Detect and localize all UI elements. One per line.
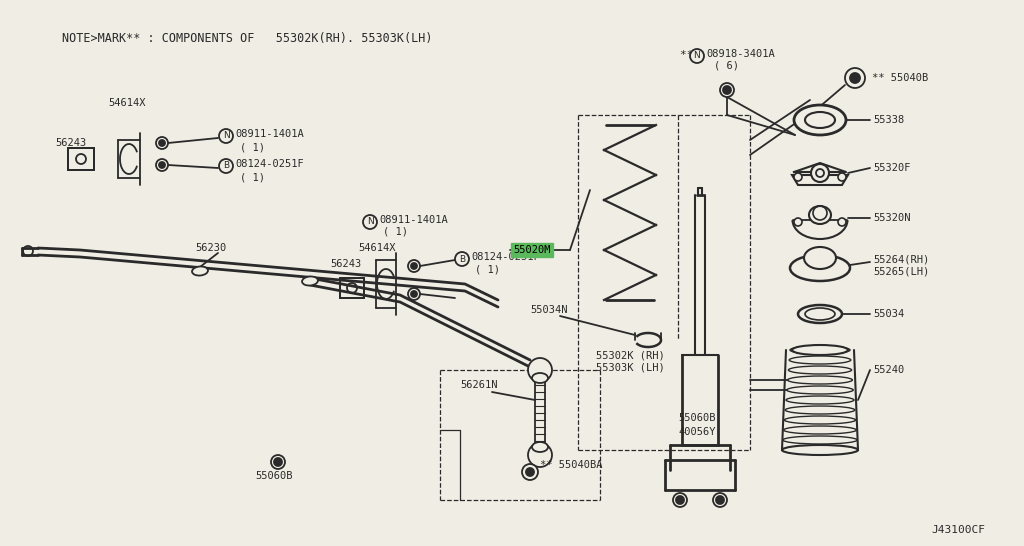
Circle shape [845, 68, 865, 88]
Ellipse shape [809, 206, 831, 224]
Circle shape [411, 291, 417, 297]
Text: N: N [222, 132, 229, 140]
Text: ( 1): ( 1) [240, 172, 265, 182]
Text: N: N [367, 217, 374, 227]
Text: 55320N: 55320N [873, 213, 910, 223]
Ellipse shape [786, 386, 853, 394]
Ellipse shape [302, 276, 318, 286]
Text: 54614X: 54614X [358, 243, 395, 253]
Ellipse shape [532, 442, 548, 452]
Circle shape [156, 137, 168, 149]
Circle shape [159, 140, 165, 146]
Text: 55265(LH): 55265(LH) [873, 266, 929, 276]
Ellipse shape [798, 305, 842, 323]
Ellipse shape [785, 406, 855, 414]
Circle shape [716, 496, 724, 504]
Ellipse shape [790, 346, 850, 354]
Ellipse shape [790, 356, 851, 364]
Circle shape [408, 260, 420, 272]
Circle shape [274, 458, 282, 466]
Text: ( 6): ( 6) [714, 61, 739, 71]
Circle shape [723, 86, 731, 94]
Circle shape [528, 358, 552, 382]
Text: 55302K (RH): 55302K (RH) [596, 351, 665, 361]
Text: ( 1): ( 1) [475, 264, 500, 274]
Text: ** 55040B: ** 55040B [872, 73, 928, 83]
Text: 08911-1401A: 08911-1401A [234, 129, 304, 139]
Text: ** 55040BA: ** 55040BA [540, 460, 602, 470]
Text: NOTE>MARK** : COMPONENTS OF   55302K(RH). 55303K(LH): NOTE>MARK** : COMPONENTS OF 55302K(RH). … [62, 32, 432, 45]
Ellipse shape [805, 112, 835, 128]
Polygon shape [792, 175, 848, 185]
Text: 55060B: 55060B [678, 413, 716, 423]
Text: 55338: 55338 [873, 115, 904, 125]
Circle shape [271, 455, 285, 469]
Ellipse shape [787, 376, 852, 384]
Ellipse shape [783, 426, 856, 434]
Text: 40056Y: 40056Y [678, 427, 716, 437]
Ellipse shape [782, 445, 858, 455]
Circle shape [455, 252, 469, 266]
Text: 55303K (LH): 55303K (LH) [596, 363, 665, 373]
Circle shape [794, 173, 802, 181]
Text: 55060B: 55060B [255, 471, 293, 481]
Circle shape [838, 218, 846, 226]
Ellipse shape [790, 255, 850, 281]
Circle shape [673, 493, 687, 507]
Bar [68, 148, 94, 170]
Ellipse shape [804, 247, 836, 269]
Circle shape [811, 164, 829, 182]
Circle shape [720, 83, 734, 97]
Text: J43100CF: J43100CF [931, 525, 985, 535]
Text: 55320F: 55320F [873, 163, 910, 173]
Ellipse shape [786, 396, 854, 404]
Text: 55034N: 55034N [530, 305, 567, 315]
Ellipse shape [784, 416, 856, 424]
Text: 55020M: 55020M [513, 245, 551, 255]
Text: 08918-3401A: 08918-3401A [706, 49, 775, 59]
Circle shape [838, 173, 846, 181]
Ellipse shape [794, 105, 846, 135]
Text: B: B [459, 254, 465, 264]
Circle shape [522, 464, 538, 480]
Ellipse shape [782, 436, 857, 444]
Circle shape [156, 159, 168, 171]
Text: 08124-0251F: 08124-0251F [471, 252, 540, 262]
Text: N: N [693, 51, 700, 61]
Ellipse shape [532, 373, 548, 383]
Text: 54614X: 54614X [108, 98, 145, 108]
Text: B: B [223, 162, 229, 170]
Text: ( 1): ( 1) [383, 227, 408, 237]
Text: 56243: 56243 [55, 138, 86, 148]
Text: **: ** [680, 50, 700, 60]
Circle shape [408, 288, 420, 300]
Ellipse shape [792, 345, 848, 355]
Circle shape [676, 496, 684, 504]
Text: ( 1): ( 1) [240, 142, 265, 152]
Circle shape [713, 493, 727, 507]
Circle shape [526, 468, 534, 476]
Bar [340, 278, 364, 298]
Circle shape [528, 443, 552, 467]
Text: 08911-1401A: 08911-1401A [379, 215, 447, 225]
Text: 55264(RH): 55264(RH) [873, 254, 929, 264]
Circle shape [159, 162, 165, 168]
Text: 55240: 55240 [873, 365, 904, 375]
Circle shape [794, 218, 802, 226]
Text: 56243: 56243 [330, 259, 361, 269]
Ellipse shape [193, 266, 208, 276]
Text: 55034: 55034 [873, 309, 904, 319]
Ellipse shape [805, 308, 835, 320]
Circle shape [219, 159, 233, 173]
Text: 08124-0251F: 08124-0251F [234, 159, 304, 169]
Circle shape [411, 263, 417, 269]
Circle shape [219, 129, 233, 143]
Text: 56261N: 56261N [460, 380, 498, 390]
Circle shape [690, 49, 705, 63]
Ellipse shape [788, 366, 852, 374]
Circle shape [362, 215, 377, 229]
Text: 56230: 56230 [195, 243, 226, 253]
Circle shape [850, 73, 860, 83]
